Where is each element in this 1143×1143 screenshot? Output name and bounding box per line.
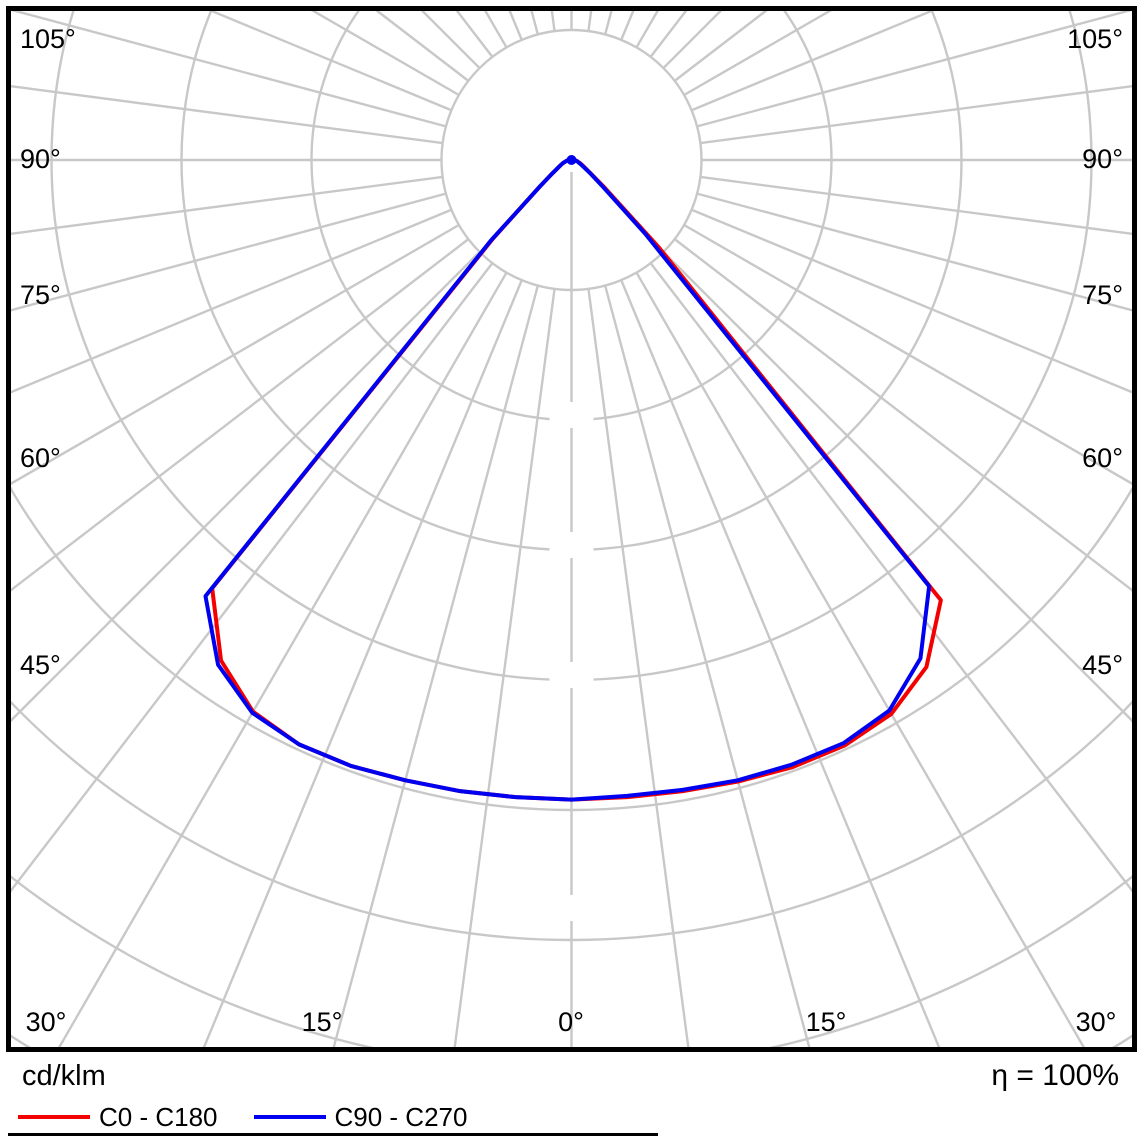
grid-spoke: [10, 10, 447, 128]
efficiency-label: η = 100%: [991, 1059, 1119, 1092]
grid-spoke: [10, 192, 447, 312]
angle-label-bottom: 0°: [558, 1007, 584, 1037]
legend-label-c0-c180: C0 - C180: [99, 1102, 218, 1132]
grid-spoke: [10, 262, 494, 894]
angle-label-right: 45°: [1082, 650, 1123, 680]
curve-c90-c270: [203, 158, 932, 802]
unit-label: cd/klm: [22, 1060, 106, 1092]
legend-swatch-c0-c180: [18, 1115, 90, 1119]
legend-underline: [8, 1133, 658, 1136]
grid-spoke: [691, 10, 937, 112]
grid-spoke: [453, 288, 556, 1049]
grid-spoke: [603, 285, 811, 1049]
legend-swatch-c90-c270: [253, 1115, 326, 1119]
angle-label-left: 60°: [20, 443, 61, 473]
scale-label-mask: [549, 895, 594, 921]
pole-dot: [566, 155, 577, 165]
grid-spoke: [696, 10, 1133, 128]
grid-spoke: [696, 192, 1133, 312]
grid-spoke: [10, 223, 460, 486]
legend-label-c90-c270: C90 - C270: [334, 1102, 468, 1132]
curve-c0-c180: [210, 158, 943, 802]
angle-label-left: 45°: [20, 650, 61, 680]
angle-label-bottom: 15°: [806, 1007, 847, 1037]
grid-spoke: [10, 208, 452, 394]
grid-spoke: [635, 271, 1087, 1049]
grid-spoke: [620, 10, 635, 41]
grid-spoke: [508, 10, 523, 41]
grid-spoke: [673, 238, 1133, 593]
angle-label-left: 105°: [20, 24, 76, 54]
grid-spoke: [683, 223, 1133, 486]
grid-spoke: [332, 285, 540, 1049]
angle-label-right: 60°: [1082, 443, 1123, 473]
legend: C0 - C180 C90 - C270: [18, 1102, 467, 1132]
grid-spoke: [10, 238, 470, 593]
grid-spoke: [620, 279, 942, 1049]
grid-spoke: [201, 279, 523, 1049]
angle-label-bottom: 30°: [26, 1007, 67, 1037]
scale-label-mask: [549, 402, 594, 428]
grid-spoke: [700, 175, 1133, 236]
scale-label-mask: [549, 532, 594, 558]
angle-label-right: 75°: [1082, 280, 1123, 310]
grid-spoke: [587, 288, 690, 1049]
angle-label-left: 90°: [20, 144, 61, 174]
angle-label-left: 75°: [20, 280, 61, 310]
angle-label-bottom: 30°: [1076, 1007, 1117, 1037]
grid-spoke: [10, 84, 443, 145]
grid-spoke: [10, 251, 481, 724]
grid-spoke: [700, 84, 1133, 145]
grid-spoke: [206, 10, 452, 112]
grid-spoke: [662, 251, 1133, 724]
angle-label-right: 105°: [1067, 24, 1123, 54]
angle-label-right: 90°: [1082, 144, 1123, 174]
grid-spoke: [10, 175, 443, 236]
angle-label-bottom: 15°: [302, 1007, 343, 1037]
grid-spoke: [56, 271, 508, 1049]
grid-spoke: [691, 208, 1133, 394]
grid-spoke: [649, 262, 1133, 894]
plot-frame: [6, 6, 1137, 1052]
scale-label-mask: [549, 662, 594, 688]
